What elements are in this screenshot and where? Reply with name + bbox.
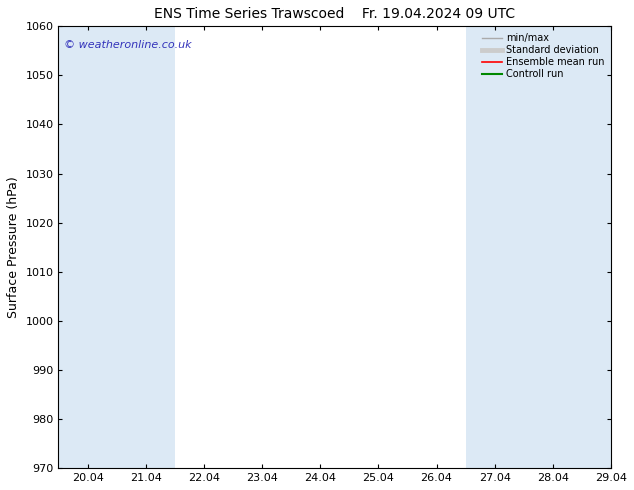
Bar bbox=[524, 26, 582, 468]
Text: © weatheronline.co.uk: © weatheronline.co.uk bbox=[64, 40, 191, 49]
Bar bbox=[117, 26, 175, 468]
Legend: min/max, Standard deviation, Ensemble mean run, Controll run: min/max, Standard deviation, Ensemble me… bbox=[481, 31, 606, 81]
Bar bbox=[58, 26, 117, 468]
Bar bbox=[465, 26, 524, 468]
Y-axis label: Surface Pressure (hPa): Surface Pressure (hPa) bbox=[7, 176, 20, 318]
Bar bbox=[582, 26, 634, 468]
Title: ENS Time Series Trawscoed    Fr. 19.04.2024 09 UTC: ENS Time Series Trawscoed Fr. 19.04.2024… bbox=[154, 7, 515, 21]
